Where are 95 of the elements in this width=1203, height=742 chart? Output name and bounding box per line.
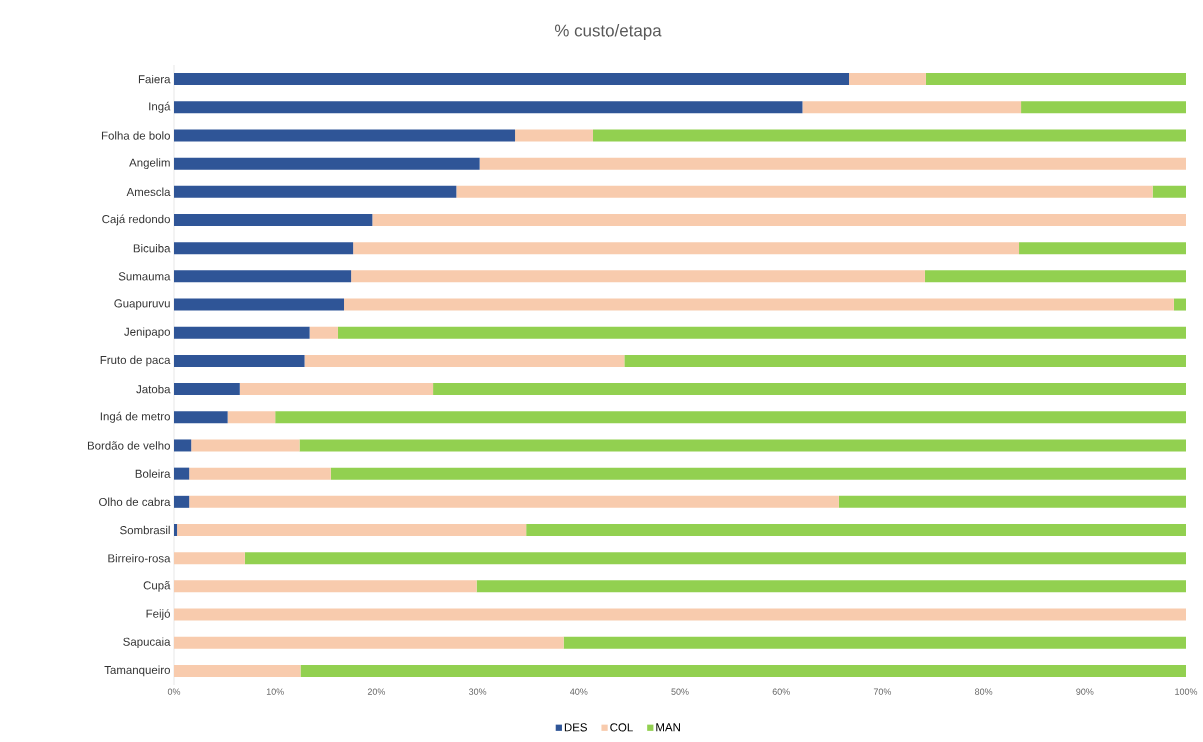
- bar: [174, 101, 803, 114]
- bar: [1021, 101, 1187, 114]
- bar: [174, 552, 245, 565]
- bar: [174, 185, 457, 198]
- bar: [174, 157, 480, 170]
- x-tick-label: 100%: [1175, 688, 1198, 695]
- bar: [476, 580, 1187, 593]
- x-tick-label: 10%: [266, 688, 284, 695]
- bar: [174, 467, 190, 480]
- x-tick-label: 80%: [975, 688, 993, 695]
- bar: [174, 664, 301, 677]
- y-tick-label: Boleira: [135, 469, 171, 478]
- bar: [174, 636, 564, 649]
- chart-title: % custo/etapa: [554, 24, 662, 40]
- y-tick-label: Cajá redondo: [102, 214, 170, 226]
- bar: [299, 439, 1187, 452]
- bar: [275, 411, 1187, 424]
- bar: [526, 524, 1187, 537]
- bar: [174, 326, 310, 339]
- bar: [174, 270, 352, 283]
- y-tick-label: Angelim: [129, 158, 170, 169]
- bar: [174, 73, 850, 86]
- legend-label: DES: [564, 723, 587, 732]
- bar: [191, 439, 300, 452]
- x-tick-label: 30%: [468, 688, 487, 695]
- bar: [174, 608, 1187, 621]
- bar: [838, 495, 1187, 508]
- bar: [1152, 185, 1187, 198]
- bar: [372, 214, 1187, 226]
- bar: [174, 580, 477, 593]
- bar: [189, 495, 839, 508]
- x-tick-label: 90%: [1076, 688, 1094, 695]
- bar: [351, 270, 925, 283]
- y-tick-label: Birreiro-rosa: [108, 553, 171, 563]
- y-tick-label: Jenipapo: [124, 327, 170, 339]
- bar: [174, 298, 345, 311]
- bar: [244, 552, 1187, 565]
- bar: [353, 242, 1020, 255]
- y-tick-label: Fruto de paca: [100, 355, 171, 367]
- x-tick-label: 20%: [367, 688, 386, 695]
- bar: [174, 439, 192, 452]
- y-tick-label: Amescla: [126, 187, 171, 197]
- bar: [309, 326, 338, 339]
- legend-label: MAN: [656, 723, 680, 732]
- y-tick-label: Sumauma: [118, 272, 171, 281]
- y-tick-label: Guapuruvu: [114, 299, 170, 310]
- legend-label: COL: [610, 723, 633, 732]
- bar: [925, 73, 1187, 86]
- bar: [849, 73, 926, 86]
- bar: [1173, 298, 1187, 311]
- bar: [1019, 242, 1187, 255]
- bar: [433, 383, 1187, 396]
- bar: [515, 129, 593, 142]
- bar: [174, 214, 373, 226]
- bar: [174, 495, 190, 508]
- bar: [802, 101, 1022, 114]
- y-tick-label: Sombrasil: [120, 525, 170, 535]
- bar: [344, 298, 1174, 311]
- bar: [300, 664, 1187, 677]
- y-tick-label: Jatoba: [136, 384, 171, 394]
- bar: [239, 383, 434, 396]
- bar: [174, 411, 228, 424]
- bar: [479, 157, 1187, 170]
- bar: [456, 185, 1153, 198]
- bar: [337, 326, 1187, 339]
- bar: [174, 242, 354, 255]
- x-tick-label: 60%: [772, 688, 790, 695]
- y-tick-label: Ingá: [149, 101, 171, 113]
- bar: [227, 411, 276, 424]
- bar: [592, 129, 1187, 142]
- y-tick-label: Bicuiba: [133, 243, 171, 253]
- bar: [563, 636, 1187, 649]
- y-tick-label: Ingá de metro: [100, 411, 170, 423]
- x-tick-label: 0%: [167, 688, 181, 695]
- bar: [174, 354, 305, 367]
- x-tick-label: 40%: [570, 688, 588, 695]
- bar: [174, 524, 178, 537]
- bar: [924, 270, 1187, 283]
- y-tick-label: Feijó: [146, 609, 170, 620]
- y-tick-label: Olho de cabra: [99, 497, 171, 507]
- y-tick-label: Tamanqueiro: [104, 665, 170, 677]
- bar: [330, 467, 1187, 480]
- y-tick-label: Folha de bolo: [101, 131, 170, 140]
- y-tick-label: Faiera: [138, 74, 171, 84]
- y-tick-label: Bordão de velho: [87, 441, 170, 450]
- y-tick-label: Cupã: [143, 581, 171, 592]
- y-tick-label: Sapucaia: [123, 637, 171, 649]
- x-tick-label: 50%: [671, 688, 689, 695]
- bar: [177, 524, 527, 537]
- bar: [304, 354, 625, 367]
- bar: [189, 467, 331, 480]
- bar: [174, 129, 516, 142]
- x-tick-label: 70%: [873, 688, 892, 695]
- bar: [174, 383, 240, 396]
- bar: [624, 354, 1187, 367]
